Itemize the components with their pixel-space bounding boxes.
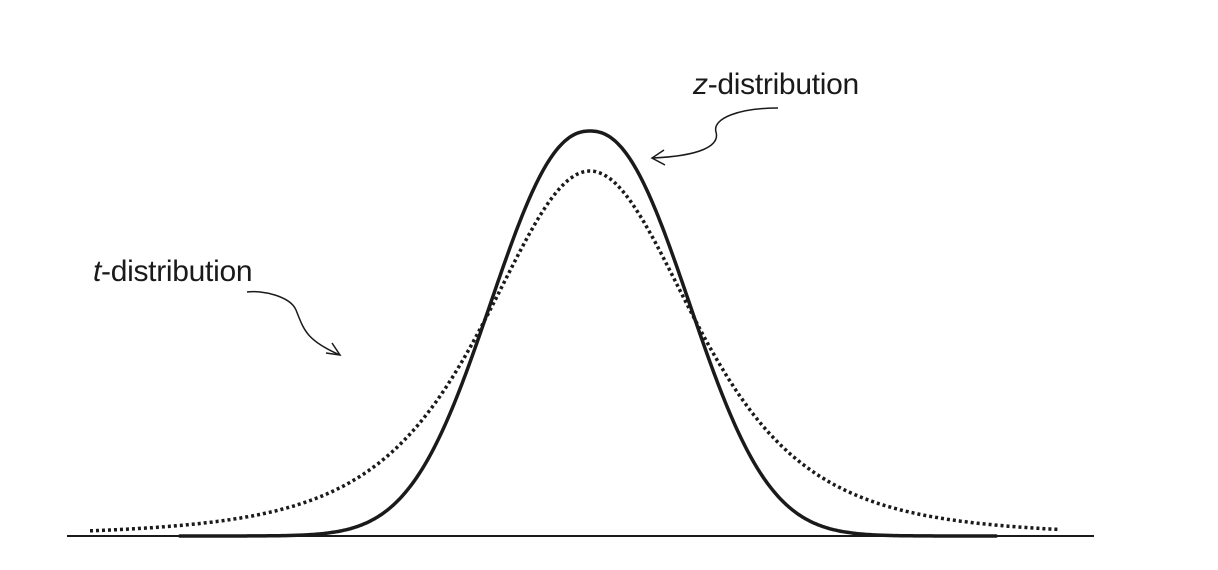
t-label-suffix: -distribution (101, 255, 253, 288)
arrowhead-icon (650, 149, 666, 166)
t-distribution-curve (90, 169, 1059, 533)
z-symbol: z (693, 68, 708, 101)
z-label-suffix: -distribution (707, 68, 859, 101)
t-symbol: t (93, 255, 102, 288)
z-distribution-pointer (650, 107, 779, 166)
t-distribution-pointer (246, 290, 342, 356)
arrowhead-icon (325, 342, 342, 356)
z-distribution-label: z-distribution (693, 70, 859, 100)
t-distribution-label: t-distribution (93, 255, 253, 288)
z-distribution-curve (178, 129, 998, 538)
